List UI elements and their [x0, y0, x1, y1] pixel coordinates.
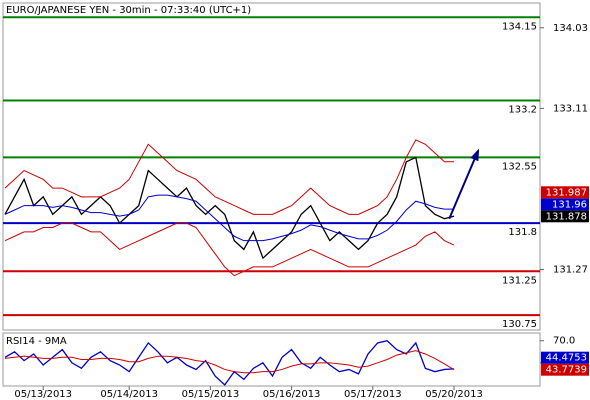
last-value-label: 131.987 [546, 187, 587, 198]
last-value-label: 43.7739 [546, 365, 587, 376]
x-tick-label: 05/13/2013 [14, 389, 72, 400]
last-value-box: 131.96 [541, 198, 589, 211]
series-line [4, 139, 455, 215]
series-line [4, 156, 455, 260]
x-tick-label: 05/14/2013 [100, 389, 158, 400]
y-tick-label: 131.27 [553, 265, 588, 276]
last-value-label: 131.96 [552, 199, 587, 210]
level-label: 132.55 [502, 161, 537, 172]
series-line [4, 194, 455, 242]
last-value-label: 44.4753 [546, 353, 587, 364]
level-label: 131.25 [502, 275, 537, 286]
last-value-bg [541, 210, 589, 223]
last-value-bg [541, 351, 589, 364]
series-line [4, 222, 455, 277]
x-tick-label: 05/15/2013 [182, 389, 240, 400]
last-value-bg [541, 198, 589, 211]
level-label: 130.75 [502, 319, 537, 330]
level-label: 134.15 [502, 21, 537, 32]
level-label: 131.8 [508, 227, 537, 238]
y-tick-label: 70.0 [553, 336, 575, 347]
y-tick-label: 133.11 [553, 103, 588, 114]
series-line [4, 350, 455, 374]
arrow [448, 150, 479, 220]
rsi-panel [2, 332, 541, 387]
last-value-box: 44.4753 [541, 351, 589, 364]
y-tick-label: 134.03 [553, 23, 588, 34]
last-value-label: 131.878 [546, 211, 587, 222]
x-tick-label: 05/20/2013 [425, 389, 483, 400]
last-value-box: 131.878 [541, 210, 589, 223]
last-value-box: 131.987 [541, 186, 589, 199]
series-line [4, 340, 455, 386]
last-value-box: 43.7739 [541, 363, 589, 376]
last-value-bg [541, 363, 589, 376]
chart-title: EURO/JAPANESE YEN - 30min - 07:33:40 (UT… [6, 5, 251, 16]
x-tick-label: 05/17/2013 [344, 389, 402, 400]
x-tick-label: 05/16/2013 [263, 389, 321, 400]
rsi-title: RSI14 - 9MA [6, 336, 67, 347]
price-panel [2, 2, 541, 331]
last-value-bg [541, 186, 589, 199]
level-label: 133.2 [508, 104, 537, 115]
arrow-head [470, 148, 480, 162]
